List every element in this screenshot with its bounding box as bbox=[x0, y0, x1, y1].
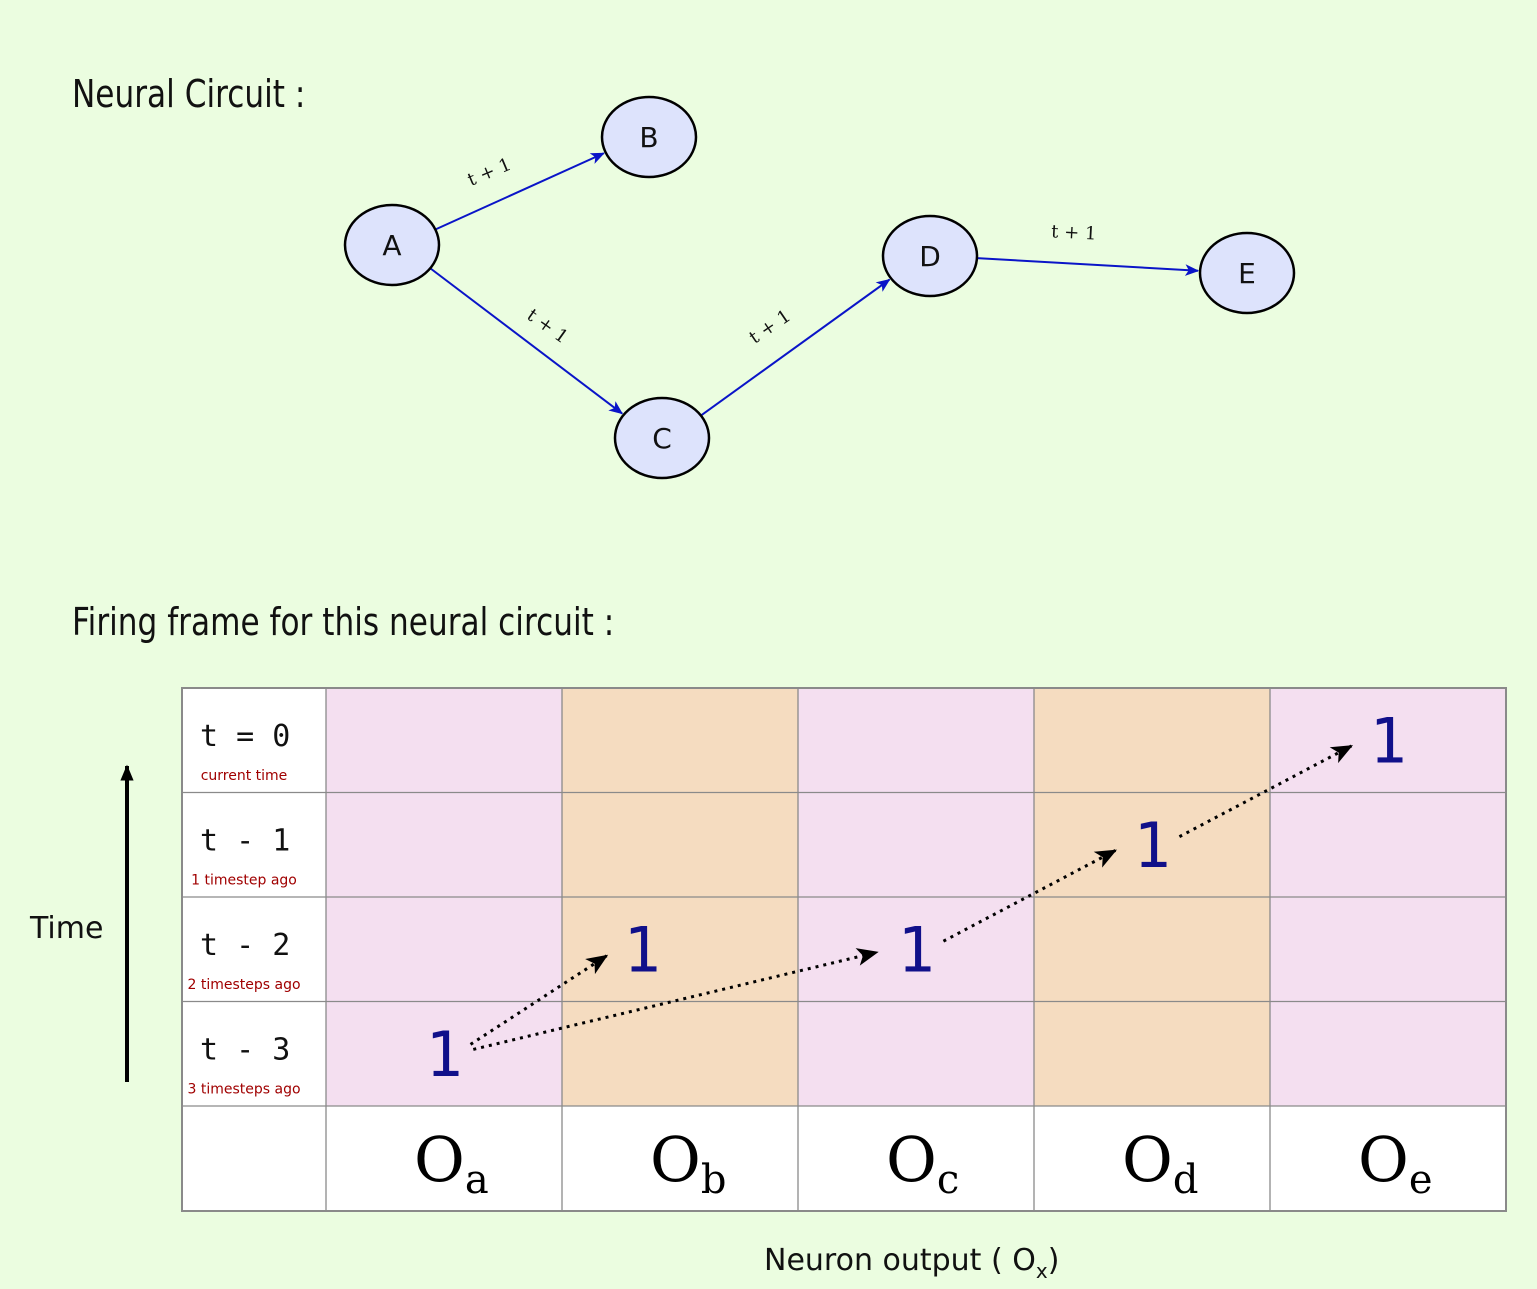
column-band-b bbox=[562, 688, 798, 1106]
node-label: D bbox=[919, 240, 941, 273]
row-sublabel: 3 timesteps ago bbox=[187, 1082, 300, 1098]
fire-value: 1 bbox=[623, 913, 660, 986]
edge-a-b: t + 1 bbox=[434, 152, 605, 231]
node-a: A bbox=[343, 203, 441, 287]
edge-label: t + 1 bbox=[1051, 221, 1097, 244]
row-label: t - 1 bbox=[200, 824, 290, 859]
node-d: D bbox=[881, 214, 979, 298]
row-sublabel: 1 timestep ago bbox=[191, 873, 297, 889]
x-axis-label: Neuron output ( Ox) bbox=[764, 1243, 1059, 1283]
propagation-arrow-a-c bbox=[472, 948, 879, 1051]
column-band-d bbox=[1034, 688, 1270, 1106]
node-e: E bbox=[1198, 231, 1296, 315]
edge-label: t + 1 bbox=[523, 305, 572, 348]
fire-value: 1 bbox=[1133, 809, 1170, 882]
edge-d-e: t + 1 bbox=[976, 221, 1200, 276]
output-label-d: Od bbox=[1122, 1123, 1198, 1203]
fire-value: 1 bbox=[897, 913, 934, 986]
neural-circuit-diagram: t + 1 t + 1 t + 1 t + 1 A B C D E bbox=[343, 95, 1296, 480]
frame-heading: Firing frame for this neural circuit : bbox=[72, 600, 615, 644]
output-label-b: Ob bbox=[650, 1123, 726, 1203]
output-label-c: Oc bbox=[886, 1123, 959, 1203]
propagation-arrow-d-e bbox=[1178, 744, 1354, 838]
row-sublabel: current time bbox=[201, 768, 288, 784]
row-label: t - 2 bbox=[200, 928, 290, 963]
circuit-heading: Neural Circuit : bbox=[72, 72, 306, 116]
fire-value: 1 bbox=[1369, 704, 1406, 777]
column-band-e bbox=[1270, 688, 1506, 1106]
node-label: A bbox=[382, 229, 401, 262]
node-c: C bbox=[613, 396, 711, 480]
time-axis-label: Time bbox=[29, 911, 103, 946]
fire-value: 1 bbox=[425, 1018, 462, 1091]
output-label-a: Oa bbox=[414, 1123, 489, 1203]
propagation-arrow-a-b bbox=[469, 954, 609, 1046]
node-label: E bbox=[1238, 257, 1256, 290]
column-band-a bbox=[326, 688, 562, 1106]
column-band-c bbox=[798, 688, 1034, 1106]
output-label-e: Oe bbox=[1358, 1123, 1433, 1203]
node-label: C bbox=[652, 422, 672, 455]
edge-a-c: t + 1 bbox=[429, 267, 624, 415]
edge-label: t + 1 bbox=[465, 154, 515, 191]
propagation-arrow-c-d bbox=[942, 849, 1118, 943]
row-label: t - 3 bbox=[200, 1033, 290, 1068]
node-b: B bbox=[600, 95, 698, 179]
edge-label: t + 1 bbox=[745, 306, 794, 349]
row-label: t = 0 bbox=[200, 719, 290, 754]
edge-c-d: t + 1 bbox=[700, 278, 891, 417]
row-sublabel: 2 timesteps ago bbox=[187, 977, 300, 993]
node-label: B bbox=[639, 121, 658, 154]
